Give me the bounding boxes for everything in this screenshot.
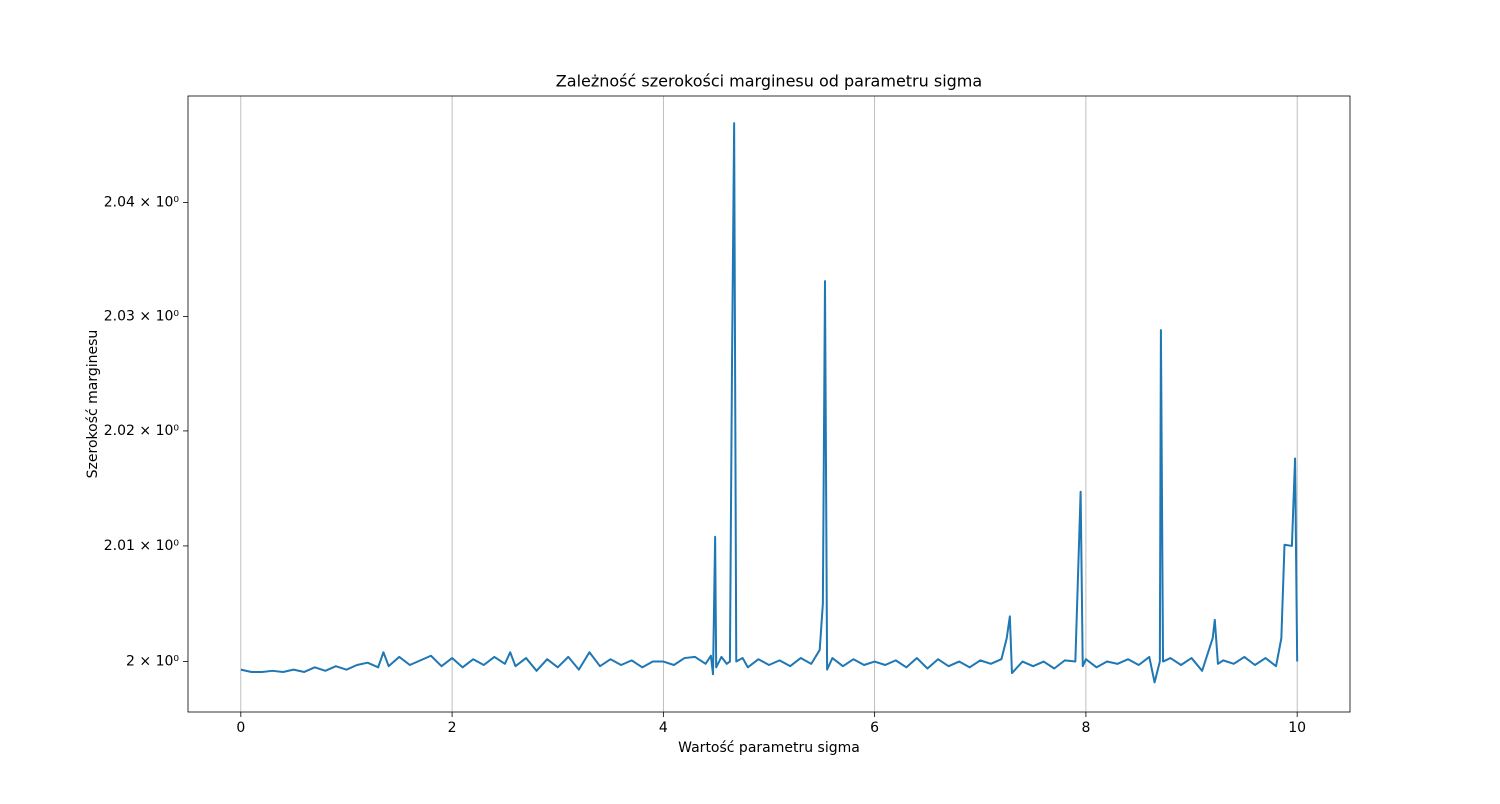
x-tick-label: 4 <box>659 720 668 736</box>
y-tick-label: 2.02 × 10⁰ <box>104 423 180 439</box>
x-tick-label: 0 <box>236 720 245 736</box>
y-axis-label: Szerokość marginesu <box>85 330 101 479</box>
x-axis-label: Wartość parametru sigma <box>678 740 860 756</box>
data-line <box>240 122 1299 684</box>
y-tick-label: 2.03 × 10⁰ <box>104 308 180 324</box>
y-tick-label: 2.01 × 10⁰ <box>104 538 180 554</box>
y-tick-label: 2 × 10⁰ <box>126 654 179 670</box>
x-tick-label: 10 <box>1288 720 1306 736</box>
y-tick-label: 2.04 × 10⁰ <box>104 195 180 211</box>
plot-frame <box>187 95 1351 713</box>
x-tick-label: 2 <box>448 720 457 736</box>
x-tick-label: 6 <box>870 720 879 736</box>
x-tick-label: 8 <box>1081 720 1090 736</box>
chart-title: Zależność szerokości marginesu od parame… <box>556 72 982 91</box>
